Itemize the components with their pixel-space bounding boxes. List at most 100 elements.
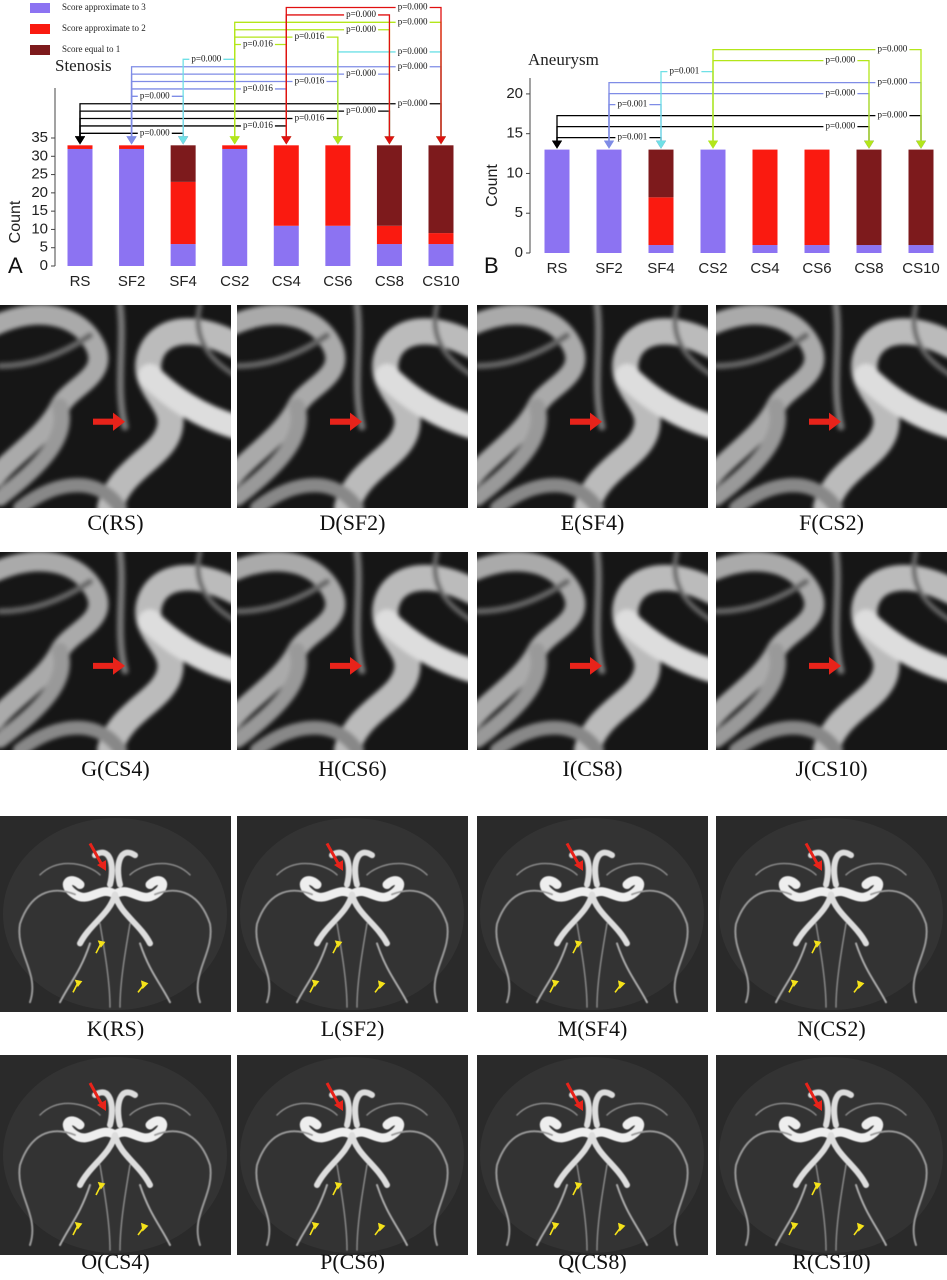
panel-caption: D(SF2) (319, 510, 385, 535)
x-tick-label: CS4 (750, 260, 779, 277)
legend-swatch (30, 24, 50, 34)
bar-segment (752, 149, 778, 246)
bracket-label: p=0.016 (295, 113, 325, 123)
chart-title: Aneurysm (528, 50, 599, 69)
x-tick-label: CS6 (323, 273, 352, 290)
bracket-label: p=0.016 (295, 76, 325, 86)
y-axis-label: Count (484, 164, 501, 207)
bracket-label-bg (395, 99, 430, 108)
panel-caption: O(CS4) (81, 1249, 149, 1274)
bracket-label-bg (189, 55, 224, 64)
bar-segment (376, 225, 402, 245)
bar-segment (222, 145, 248, 149)
bracket-label: p=0.000 (140, 127, 170, 137)
legend-swatch (30, 3, 50, 13)
bracket-label: p=0.000 (346, 9, 376, 19)
image-panel (716, 1055, 947, 1255)
x-tick-label: SF4 (169, 273, 197, 290)
bar-segment (700, 149, 726, 253)
bar-segment (804, 149, 830, 246)
bar-segment (325, 225, 351, 266)
bracket-label: p=0.000 (346, 24, 376, 34)
significance-bracket: p=0.000 (281, 2, 446, 145)
panel-caption: P(CS6) (320, 1249, 385, 1274)
bar-segment (67, 148, 93, 266)
panel-caption: J(CS10) (795, 756, 867, 781)
bracket-label-bg (395, 18, 430, 27)
bracket-arrow (656, 140, 666, 149)
bracket-label: p=0.000 (398, 16, 428, 26)
bracket-label-bg (667, 67, 702, 76)
panel-caption: F(CS2) (799, 510, 864, 535)
bracket-line (712, 59, 870, 144)
bracket-label-bg (240, 40, 275, 49)
bracket-label-bg (344, 107, 379, 116)
bracket-label-bg (615, 133, 650, 142)
bar-segment (804, 245, 830, 253)
bracket-label-bg (875, 78, 910, 87)
bracket-label: p=0.000 (877, 110, 907, 120)
bracket-label: p=0.016 (243, 120, 273, 130)
y-tick-label: 5 (515, 204, 523, 221)
bracket-label: p=0.000 (825, 121, 855, 131)
x-tick-label: SF4 (647, 260, 675, 277)
y-tick-label: 35 (31, 129, 48, 146)
x-tick-label: RS (70, 273, 91, 290)
bracket-label: p=0.000 (825, 88, 855, 98)
bracket-label: p=0.000 (877, 44, 907, 54)
bracket-label: p=0.000 (877, 77, 907, 87)
bar-segment (856, 245, 882, 253)
panel-caption: N(CS2) (797, 1016, 865, 1041)
bar-segment (596, 149, 622, 253)
bracket-label: p=0.016 (243, 39, 273, 49)
y-tick-label: 5 (40, 239, 48, 256)
bracket-arrow (75, 136, 85, 145)
bracket-line (182, 58, 236, 140)
image-panel (716, 816, 947, 1012)
bracket-arrow (126, 136, 137, 145)
bracket-label: p=0.000 (398, 46, 428, 56)
bracket-label-bg (292, 114, 327, 123)
bracket-label-bg (875, 45, 910, 54)
image-panel (477, 816, 708, 1012)
bar-segment (119, 145, 145, 149)
bar-segment (752, 245, 778, 253)
bracket-label-bg (292, 77, 327, 86)
panel-caption: C(RS) (87, 510, 143, 535)
bar-segment (273, 225, 299, 266)
image-panel (237, 1055, 468, 1255)
bracket-arrow (281, 136, 292, 145)
bar-segment (428, 233, 454, 245)
bracket-arrow (916, 140, 926, 149)
significance-bracket: p=0.001 (656, 66, 718, 149)
image-panel (711, 305, 947, 508)
legend-label: Score approximate to 3 (62, 2, 146, 12)
legend-label: Score equal to 1 (62, 44, 120, 54)
image-panel (0, 305, 236, 508)
y-tick-label: 10 (506, 164, 523, 181)
bar-segment (376, 244, 402, 266)
y-tick-label: 25 (31, 166, 48, 183)
x-tick-label: CS4 (272, 273, 301, 290)
y-tick-label: 15 (506, 125, 523, 142)
bracket-label: p=0.016 (295, 31, 325, 41)
bar-segment (908, 245, 934, 253)
bracket-label-bg (344, 70, 379, 79)
bracket-line (712, 48, 922, 144)
bracket-label-bg (240, 121, 275, 130)
image-panel (0, 816, 231, 1012)
x-tick-label: CS2 (698, 260, 727, 277)
panel-caption: E(SF4) (561, 510, 625, 535)
image-panel (232, 552, 473, 750)
significance-bracket: p=0.016 (75, 113, 343, 145)
bar-segment (325, 145, 351, 226)
bar-segment (170, 181, 196, 245)
bracket-arrow (384, 136, 395, 145)
y-tick-label: 10 (31, 220, 48, 237)
y-axis-label: Count (7, 200, 24, 243)
x-tick-label: SF2 (118, 273, 146, 290)
bracket-arrow (436, 136, 446, 145)
panel-caption: M(SF4) (558, 1016, 628, 1041)
bar-segment (648, 149, 674, 198)
x-tick-label: CS6 (802, 260, 831, 277)
